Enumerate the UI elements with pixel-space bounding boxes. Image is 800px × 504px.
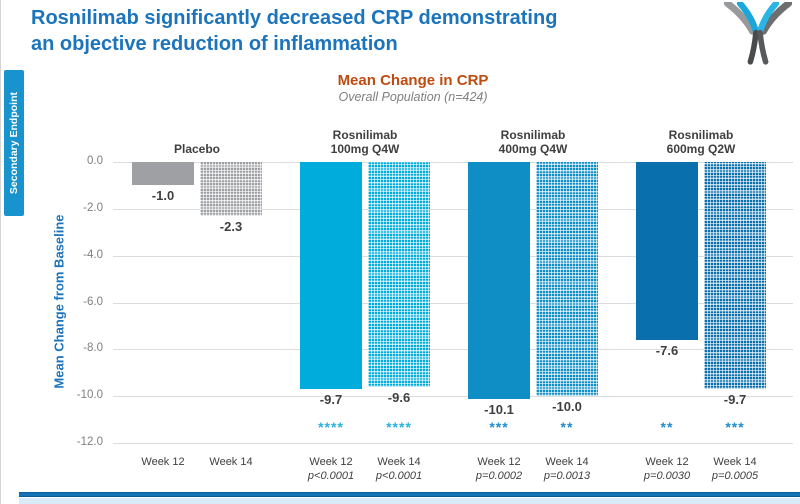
week-label: Week 12 (309, 456, 353, 468)
group-header-line: 600mg Q2W (666, 142, 736, 157)
significance-stars: ** (560, 419, 574, 435)
y-tick-label: -4.0 (83, 248, 103, 261)
significance-stars: *** (489, 419, 509, 435)
bar (704, 162, 766, 390)
y-tick-label: 0.0 (87, 155, 103, 167)
group-header-line: Rosnilimab (668, 127, 734, 142)
group-header-line: 100mg Q4W (330, 142, 400, 157)
significance-stars: **** (318, 419, 344, 435)
page-title-line2: an objective reduction of inflammation (31, 33, 398, 55)
bar (636, 162, 698, 340)
anaptysbio-logo-icon (723, 2, 793, 65)
bar (300, 162, 362, 390)
bar (468, 162, 530, 399)
p-value-label: p=0.0002 (475, 470, 523, 482)
group-header-line: Placebo (173, 142, 221, 157)
group-header: Rosnilimab 600mg Q2W (631, 122, 771, 157)
week-label: Week 14 (545, 456, 589, 468)
group-header-line: Rosnilimab (500, 127, 566, 142)
bar (200, 162, 262, 216)
group-header: Rosnilimab 100mg Q4W (295, 122, 435, 157)
week-label: Week 14 (377, 456, 421, 468)
chart-title: Mean Change in CRP (337, 72, 489, 89)
footer-strip (19, 498, 800, 504)
bar (536, 162, 598, 397)
page-title-line1: Rosnilimab significantly decreased CRP d… (31, 7, 558, 29)
week-label: Week 12 (141, 456, 185, 468)
bar (132, 162, 194, 186)
p-value-label: p=0.0005 (711, 470, 759, 482)
bar-value: -1.0 (151, 188, 175, 204)
gridline (113, 162, 793, 163)
week-label: Week 12 (477, 456, 521, 468)
gridline (113, 396, 793, 398)
bar-value: -7.6 (655, 342, 679, 358)
bar (368, 162, 430, 387)
group-header-line: Rosnilimab (332, 127, 398, 142)
gridline (113, 255, 793, 257)
y-tick-label: -12.0 (76, 436, 103, 448)
page-title: Rosnilimab significantly decreased CRP d… (31, 5, 721, 57)
week-label: Week 14 (713, 456, 757, 468)
secondary-endpoint-tab-label: Secondary Endpoint (8, 91, 20, 195)
y-tick-label: -2.0 (83, 201, 103, 214)
chart-subtitle: Overall Population (n=424) (338, 90, 488, 104)
p-value-label: p=0.0013 (543, 470, 591, 482)
bar-value: -9.7 (723, 392, 747, 408)
week-label: Week 12 (645, 456, 689, 468)
gridline (113, 208, 793, 210)
p-value-label: p<0.0001 (375, 470, 423, 482)
group-header: Rosnilimab 400mg Q4W (463, 122, 603, 157)
significance-stars: ** (660, 419, 674, 435)
bar-value: -2.3 (219, 218, 243, 234)
p-value-label: p<0.0001 (307, 470, 355, 482)
bar-value: -10.1 (484, 401, 514, 417)
group-header: Placebo (127, 122, 267, 157)
y-tick-label: -10.0 (76, 389, 103, 402)
secondary-endpoint-tab: Secondary Endpoint (4, 70, 24, 216)
bar-value: -10.0 (552, 399, 582, 415)
y-tick-label: -8.0 (83, 342, 103, 355)
gridline (113, 443, 793, 444)
p-value-label: p=0.0030 (643, 470, 691, 482)
bar-value: -9.6 (387, 389, 411, 405)
y-tick-label: -6.0 (83, 295, 103, 308)
gridline (113, 302, 793, 304)
significance-stars: *** (725, 419, 745, 435)
significance-stars: **** (386, 419, 412, 435)
footer-bar (19, 492, 800, 497)
group-header-line: 400mg Q4W (498, 142, 568, 157)
week-label: Week 14 (209, 456, 253, 468)
bar-value: -9.7 (319, 392, 343, 408)
gridline (113, 349, 793, 351)
